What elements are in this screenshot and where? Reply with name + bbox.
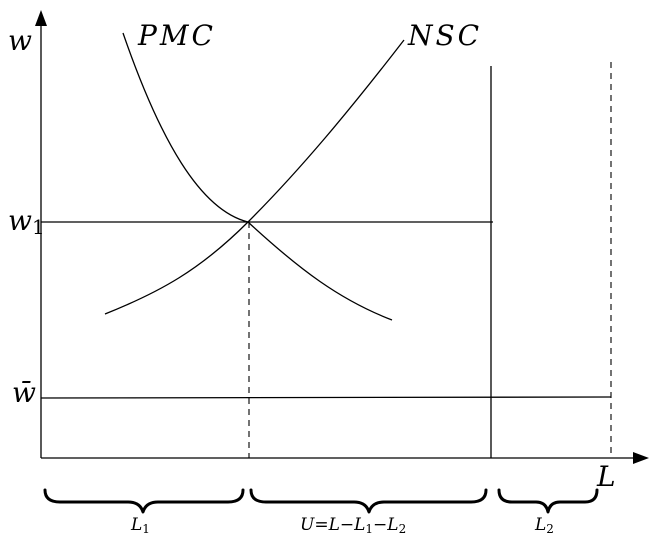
nsc-curve [104,39,405,315]
l1-segment-label: L1 [130,515,150,533]
wbar-label: w̄ [12,376,36,409]
u-segment-label: U=L−L1−L2 [300,515,406,533]
l2-segment-label: L2 [534,515,554,533]
y-axis-arrowhead [35,10,47,26]
nsc-curve-label: NSC [407,19,482,52]
l2-brace [497,488,599,514]
x-axis-label: L [596,460,616,493]
wbar-line [40,396,612,399]
u-brace [249,488,488,514]
pmc-curve [122,32,393,321]
y-axis-label: w [8,24,32,57]
w1-label: w1 [8,204,45,239]
pmc-curve-label: PMC [137,19,216,52]
l1-brace [43,488,245,514]
x-axis-arrowhead [633,452,649,464]
